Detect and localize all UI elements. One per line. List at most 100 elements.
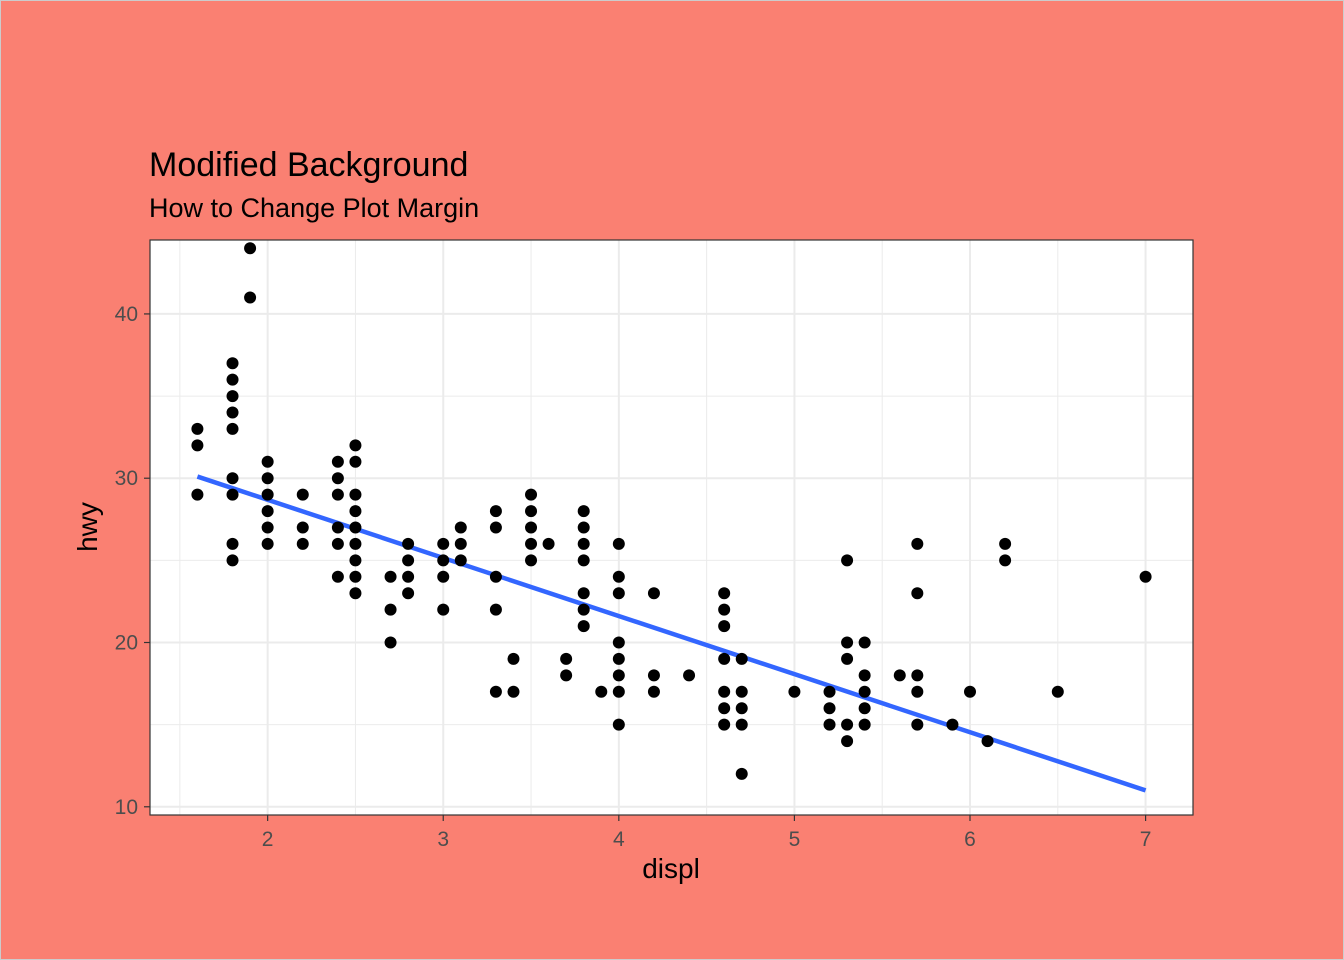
data-point xyxy=(384,570,397,583)
data-point xyxy=(612,718,625,731)
data-point xyxy=(226,537,239,550)
data-point xyxy=(349,554,362,567)
data-point xyxy=(858,669,871,682)
data-point xyxy=(893,669,906,682)
data-point xyxy=(226,554,239,567)
data-points xyxy=(191,242,1152,780)
data-point xyxy=(858,685,871,698)
data-point xyxy=(244,242,257,255)
data-point xyxy=(525,488,538,501)
data-point xyxy=(226,390,239,403)
data-point xyxy=(911,669,924,682)
x-tick-label: 3 xyxy=(437,828,449,851)
data-point xyxy=(823,685,836,698)
data-point xyxy=(718,603,731,616)
data-point xyxy=(402,554,415,567)
data-point xyxy=(841,735,854,748)
data-point xyxy=(718,685,731,698)
data-point xyxy=(612,636,625,649)
data-point xyxy=(489,505,502,518)
data-point xyxy=(735,702,748,715)
data-point xyxy=(191,488,204,501)
data-point xyxy=(911,587,924,600)
data-point xyxy=(841,636,854,649)
data-point xyxy=(261,488,274,501)
data-point xyxy=(226,357,239,370)
data-point xyxy=(261,472,274,485)
data-point xyxy=(612,587,625,600)
data-point xyxy=(525,537,538,550)
data-point xyxy=(735,718,748,731)
data-point xyxy=(647,587,660,600)
data-point xyxy=(331,537,344,550)
data-point xyxy=(437,603,450,616)
data-point xyxy=(560,652,573,665)
data-point xyxy=(402,537,415,550)
data-point xyxy=(384,603,397,616)
data-point xyxy=(595,685,608,698)
data-point xyxy=(612,652,625,665)
data-point xyxy=(718,620,731,633)
data-point xyxy=(683,669,696,682)
data-point xyxy=(489,603,502,616)
data-point xyxy=(1139,570,1152,583)
plot-panel xyxy=(150,240,1193,815)
data-point xyxy=(226,373,239,386)
data-point xyxy=(402,570,415,583)
x-axis-title: displ xyxy=(642,853,700,884)
data-point xyxy=(191,422,204,435)
data-point xyxy=(999,537,1012,550)
data-point xyxy=(999,554,1012,567)
data-point xyxy=(454,554,467,567)
data-point xyxy=(946,718,959,731)
data-point xyxy=(841,554,854,567)
data-point xyxy=(858,702,871,715)
data-point xyxy=(507,652,520,665)
data-point xyxy=(525,505,538,518)
data-point xyxy=(261,537,274,550)
data-point xyxy=(454,537,467,550)
axes: 2 3 4 5 6 7 10 20 30 40 xyxy=(115,303,1152,851)
data-point xyxy=(296,521,309,534)
data-point xyxy=(577,603,590,616)
data-point xyxy=(560,669,573,682)
x-tick-label: 5 xyxy=(789,828,801,851)
data-point xyxy=(331,488,344,501)
data-point xyxy=(489,570,502,583)
data-point xyxy=(718,587,731,600)
data-point xyxy=(823,718,836,731)
data-point xyxy=(349,521,362,534)
data-point xyxy=(261,521,274,534)
data-point xyxy=(911,685,924,698)
data-point xyxy=(735,652,748,665)
data-point xyxy=(612,570,625,583)
data-point xyxy=(612,537,625,550)
data-point xyxy=(788,685,801,698)
y-tick-label: 40 xyxy=(115,303,138,326)
x-tick-label: 4 xyxy=(613,828,625,851)
data-point xyxy=(507,685,520,698)
data-point xyxy=(226,422,239,435)
data-point xyxy=(191,439,204,452)
data-point xyxy=(858,718,871,731)
data-point xyxy=(647,685,660,698)
data-point xyxy=(349,455,362,468)
data-point xyxy=(841,652,854,665)
data-point xyxy=(718,702,731,715)
data-point xyxy=(349,505,362,518)
data-point xyxy=(349,439,362,452)
data-point xyxy=(964,685,977,698)
data-point xyxy=(858,636,871,649)
data-point xyxy=(577,554,590,567)
data-point xyxy=(735,767,748,780)
data-point xyxy=(331,570,344,583)
data-point xyxy=(331,455,344,468)
x-tick-label: 2 xyxy=(262,828,274,851)
y-tick-label: 30 xyxy=(115,467,138,490)
data-point xyxy=(647,669,660,682)
data-point xyxy=(718,718,731,731)
data-point xyxy=(331,521,344,534)
data-point xyxy=(349,570,362,583)
